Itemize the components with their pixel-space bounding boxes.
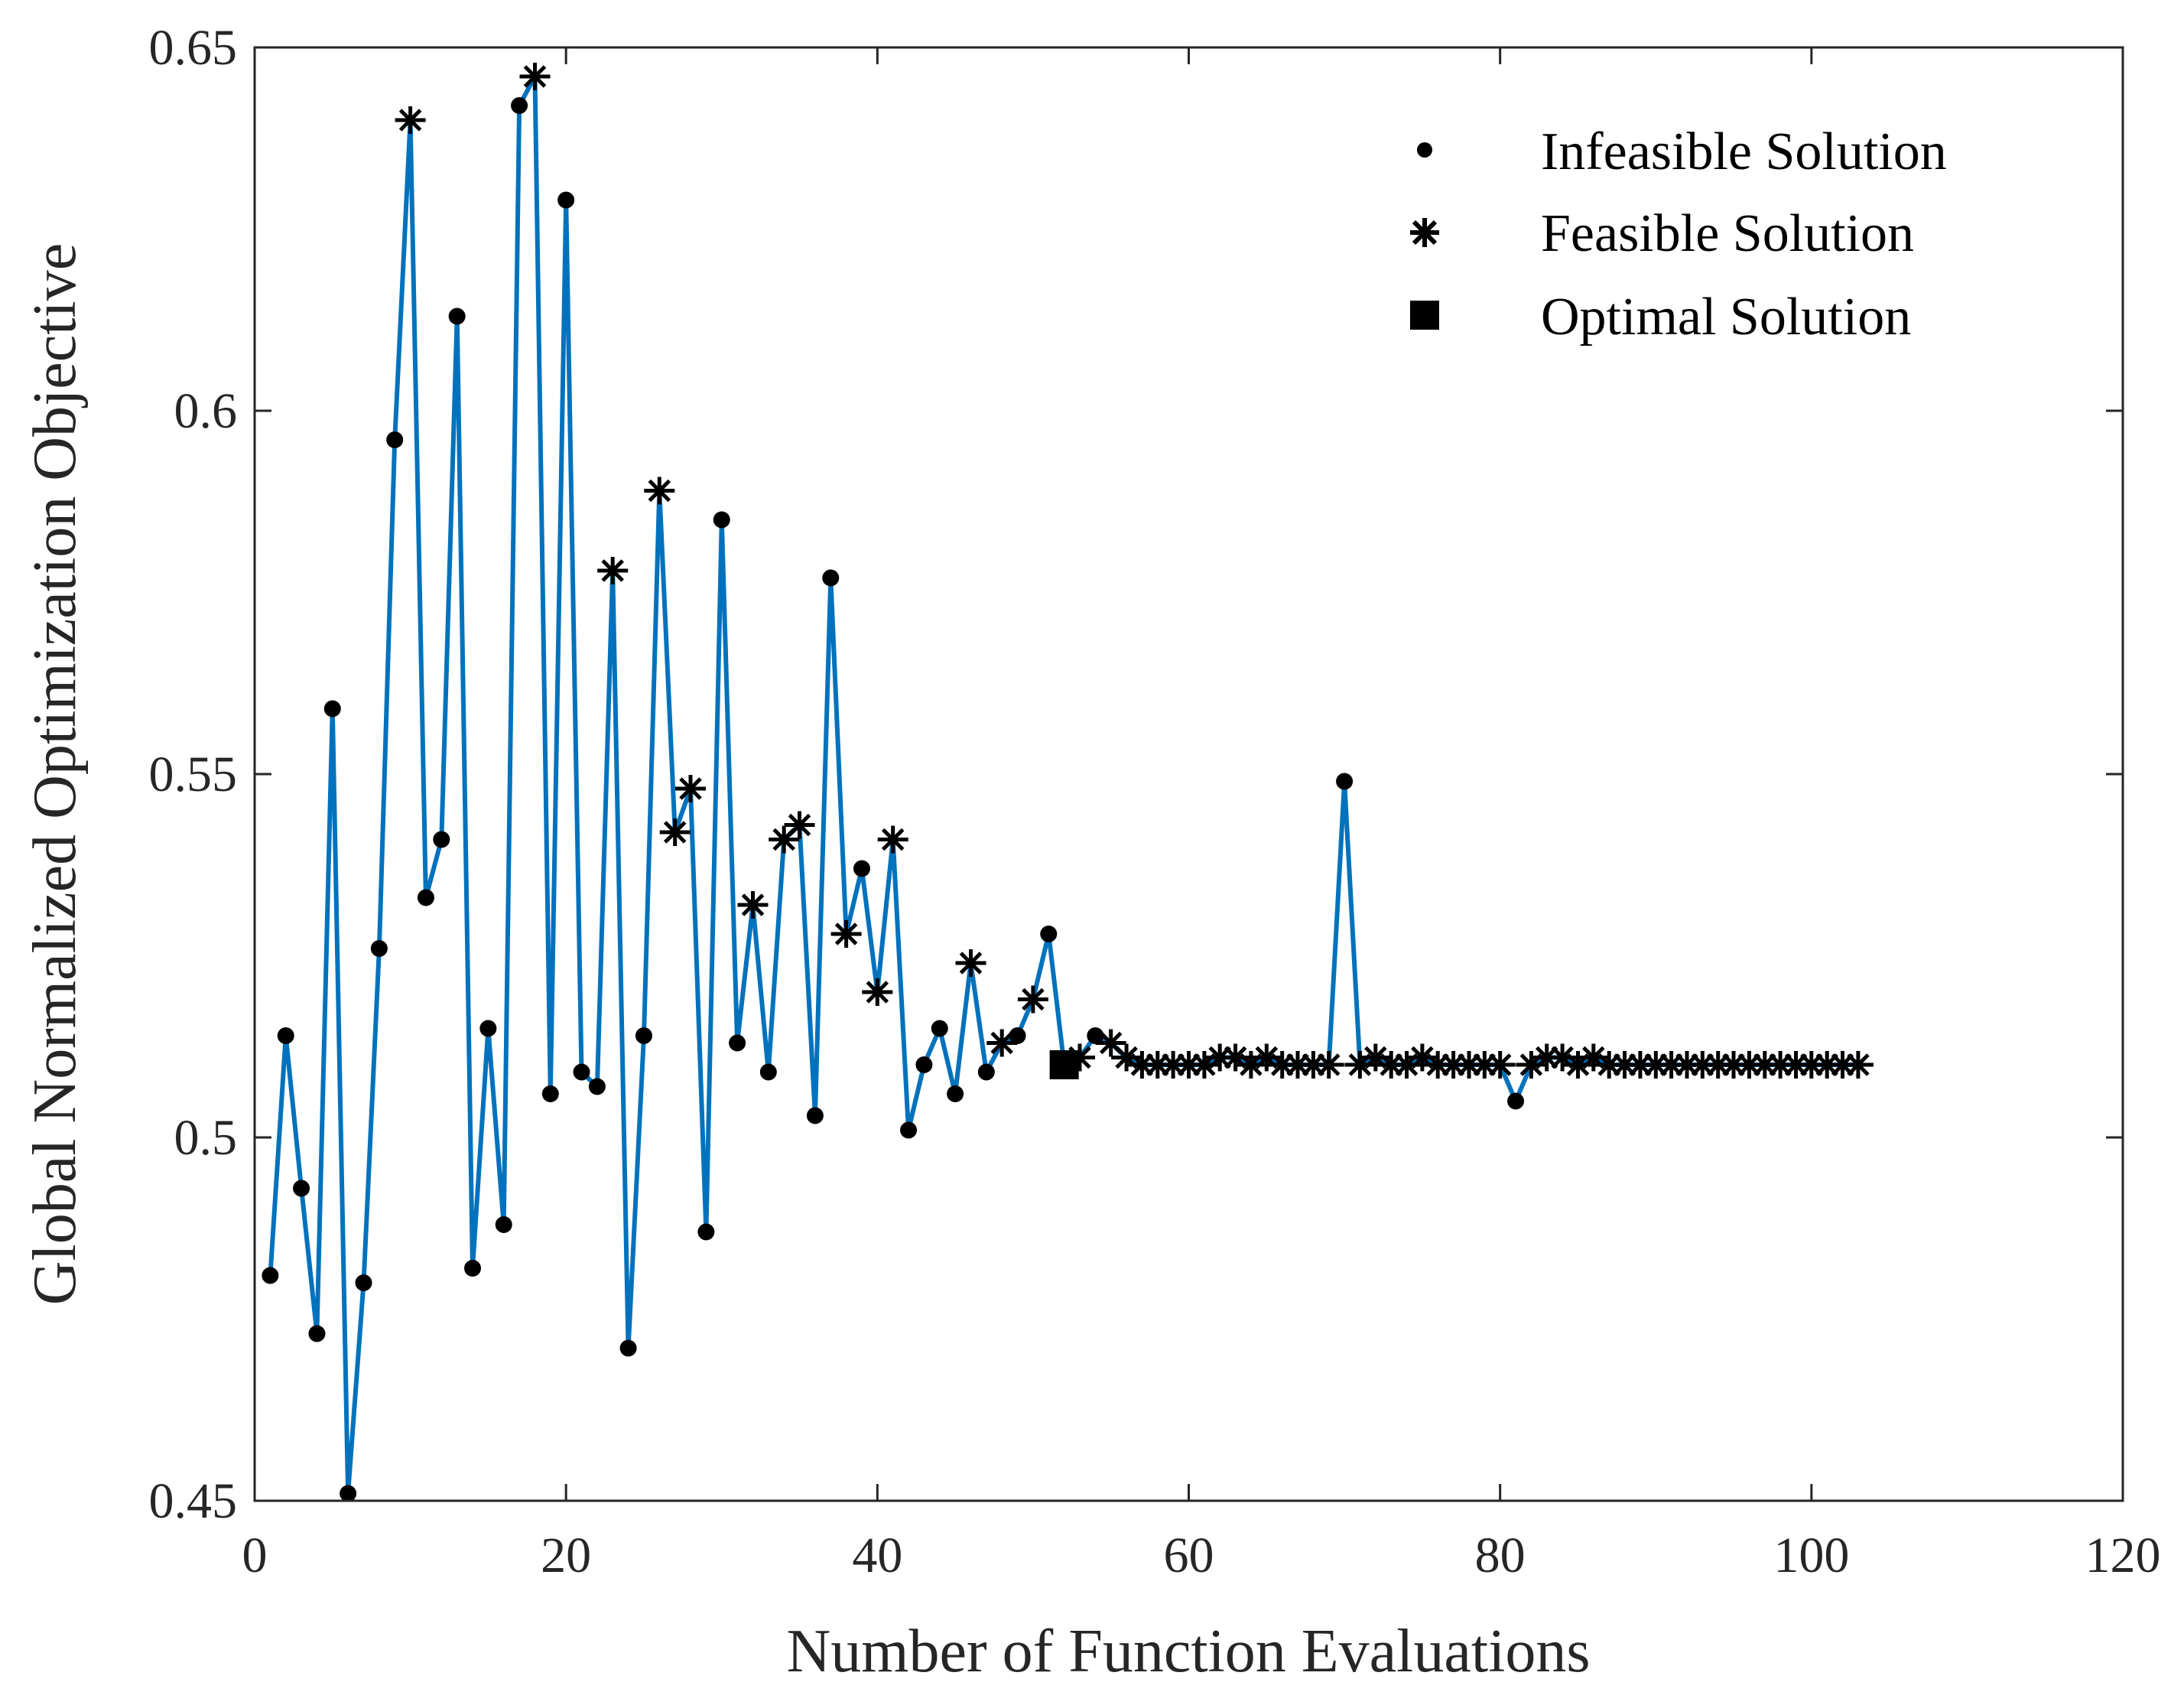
feasible-point <box>675 775 706 802</box>
data-layer <box>262 63 1874 1502</box>
legend: Infeasible Solution Feasible Solution Op… <box>1410 122 1947 347</box>
infeasible-point <box>619 1339 637 1357</box>
infeasible-point <box>262 1267 279 1284</box>
infeasible-point <box>759 1063 777 1081</box>
infeasible-point <box>417 889 434 906</box>
infeasible-point <box>340 1485 357 1502</box>
infeasible-point <box>900 1121 918 1139</box>
y-tick-label-1: 0.5 <box>174 1110 238 1166</box>
infeasible-point <box>729 1034 746 1052</box>
infeasible-point <box>308 1325 326 1342</box>
infeasible-point <box>1009 1027 1026 1044</box>
legend-optimal-marker <box>1410 301 1439 330</box>
infeasible-point <box>386 431 404 448</box>
infeasible-point <box>1087 1027 1104 1044</box>
infeasible-point <box>822 569 840 587</box>
infeasible-point <box>541 1085 559 1102</box>
x-tick-label-3: 60 <box>1164 1528 1214 1583</box>
infeasible-point <box>977 1063 995 1081</box>
y-tick-label-3: 0.6 <box>174 383 238 439</box>
legend-feasible-marker <box>1410 218 1439 247</box>
legend-infeasible-label: Infeasible Solution <box>1541 122 1947 181</box>
feasible-point <box>597 557 629 584</box>
infeasible-point <box>713 511 730 529</box>
infeasible-point <box>323 700 341 717</box>
feasible-point <box>644 477 675 505</box>
legend-feasible-label: Feasible Solution <box>1541 204 1914 263</box>
legend-optimal-label: Optimal Solution <box>1541 288 1911 347</box>
plot-background <box>255 47 2123 1501</box>
x-tick-label-6: 120 <box>2085 1528 2161 1583</box>
infeasible-point <box>588 1078 606 1095</box>
feasible-point <box>830 920 862 948</box>
feasible-point <box>986 1029 1018 1057</box>
feasible-point <box>862 978 893 1006</box>
x-tick-label-1: 20 <box>541 1528 591 1583</box>
infeasible-point <box>1040 926 1058 942</box>
infeasible-point <box>293 1180 310 1197</box>
infeasible-point <box>697 1223 715 1241</box>
infeasible-point <box>557 191 575 209</box>
infeasible-point <box>806 1107 824 1124</box>
infeasible-point <box>931 1020 948 1037</box>
infeasible-point <box>1336 773 1354 790</box>
feasible-point <box>784 811 815 839</box>
feasible-point <box>395 106 426 134</box>
feasible-point <box>737 891 769 919</box>
feasible-point <box>519 63 551 90</box>
ticks-layer: 0 20 40 60 80 100 120 0.45 0.5 0.55 0.6 0.65 <box>149 20 2161 1583</box>
infeasible-point <box>495 1216 512 1233</box>
y-tick-label-4: 0.65 <box>149 20 238 76</box>
infeasible-point <box>853 860 870 877</box>
y-tick-label-2: 0.55 <box>149 747 238 802</box>
feasible-point <box>1017 985 1048 1014</box>
feasible-point <box>1842 1051 1874 1079</box>
infeasible-point <box>947 1085 964 1102</box>
x-tick-label-5: 100 <box>1773 1528 1849 1583</box>
x-axis-title: Number of Function Evaluations <box>787 1618 1591 1685</box>
infeasible-point <box>448 307 466 325</box>
infeasible-point <box>370 940 388 957</box>
infeasible-point <box>464 1260 482 1277</box>
infeasible-point <box>1507 1092 1525 1110</box>
x-tick-label-0: 0 <box>242 1528 268 1583</box>
infeasible-point <box>479 1020 497 1037</box>
infeasible-point <box>915 1056 933 1073</box>
feasible-point <box>1313 1051 1344 1079</box>
feasible-point <box>955 949 986 977</box>
feasible-point <box>1516 1051 1547 1079</box>
feasible-point <box>877 825 908 854</box>
feasible-point <box>659 818 691 846</box>
infeasible-point <box>277 1027 294 1044</box>
infeasible-point <box>511 97 528 114</box>
x-tick-label-4: 80 <box>1475 1528 1526 1583</box>
x-tick-label-2: 40 <box>852 1528 902 1583</box>
y-axis-title: Global Normalized Optimization Objective <box>21 243 89 1305</box>
infeasible-point <box>635 1027 652 1044</box>
y-tick-label-0: 0.45 <box>149 1473 238 1529</box>
infeasible-point <box>433 831 450 848</box>
feasible-point <box>1484 1051 1516 1079</box>
infeasible-point <box>573 1063 590 1081</box>
infeasible-point <box>355 1274 372 1291</box>
optimal-point <box>1049 1050 1079 1079</box>
legend-infeasible-marker <box>1417 142 1432 158</box>
